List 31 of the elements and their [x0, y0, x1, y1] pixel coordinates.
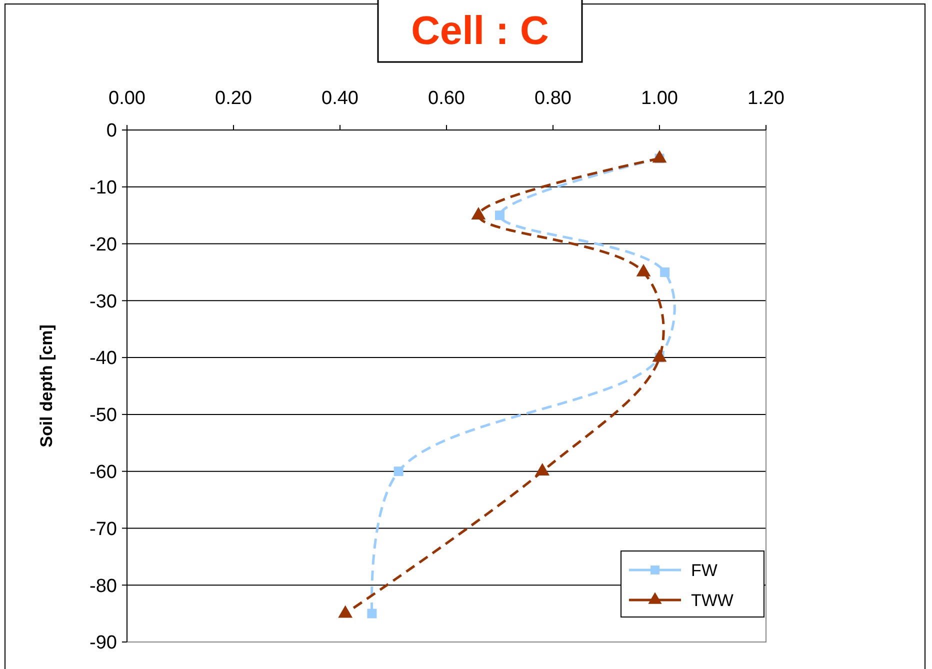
x-tick-label: 0.00 — [108, 88, 146, 109]
y-tick-label: -20 — [90, 234, 117, 256]
y-tick-label: -60 — [90, 462, 117, 483]
legend-label: TWW — [691, 590, 734, 610]
x-tick-label: 0.40 — [322, 88, 358, 109]
legend-label: FW — [691, 560, 718, 580]
y-tick-label: -40 — [90, 348, 117, 370]
point — [652, 150, 667, 163]
point — [394, 466, 404, 476]
y-tick-label: -80 — [90, 576, 117, 597]
y-tick-label: -10 — [90, 178, 117, 199]
point — [660, 267, 670, 277]
point — [652, 349, 667, 362]
y-tick-label: -50 — [90, 405, 117, 426]
point — [535, 463, 550, 476]
x-tick-label: 1.00 — [641, 88, 678, 109]
point — [636, 264, 651, 276]
point — [471, 207, 486, 220]
y-tick-label: -30 — [90, 291, 117, 312]
chart-title: Cell : C — [411, 9, 549, 53]
x-tick-label: 0.80 — [534, 88, 572, 109]
y-tick-label: 0 — [106, 120, 117, 142]
y-tick-label: -90 — [90, 632, 117, 654]
point — [495, 210, 504, 220]
x-tick-label: 1.20 — [748, 88, 784, 109]
point — [367, 608, 377, 618]
point — [338, 605, 353, 618]
x-tick-label: 0.20 — [215, 88, 252, 109]
x-tick-label: 0.60 — [428, 88, 465, 109]
y-tick-label: -70 — [90, 518, 117, 540]
y-axis-title: Soil depth [cm] — [37, 324, 56, 448]
